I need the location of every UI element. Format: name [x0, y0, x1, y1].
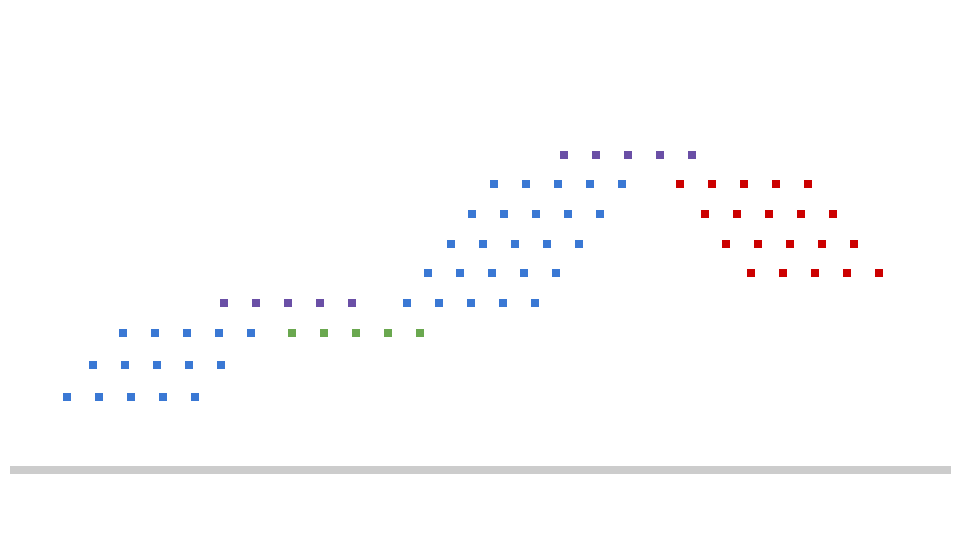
red-dot [740, 180, 748, 188]
blue-dot [191, 393, 199, 401]
blue-dot [499, 299, 507, 307]
row-blue-7 [468, 210, 604, 218]
blue-dot [511, 240, 519, 248]
blue-dot [552, 269, 560, 277]
blue-dot [467, 299, 475, 307]
blue-dot [468, 210, 476, 218]
red-dot [875, 269, 883, 277]
blue-dot [121, 361, 129, 369]
green-dot [288, 329, 296, 337]
purple-dot [348, 299, 356, 307]
green-dot [320, 329, 328, 337]
blue-dot [95, 393, 103, 401]
green-dot [384, 329, 392, 337]
red-dot [708, 180, 716, 188]
blue-dot [151, 329, 159, 337]
blue-dot [532, 210, 540, 218]
blue-dot [447, 240, 455, 248]
row-green-1 [288, 329, 424, 337]
red-dot [818, 240, 826, 248]
blue-dot [490, 180, 498, 188]
blue-dot [522, 180, 530, 188]
red-dot [733, 210, 741, 218]
green-dot [416, 329, 424, 337]
red-dot [797, 210, 805, 218]
red-dot [676, 180, 684, 188]
purple-dot [592, 151, 600, 159]
purple-dot [560, 151, 568, 159]
purple-dot [220, 299, 228, 307]
blue-dot [215, 329, 223, 337]
blue-dot [153, 361, 161, 369]
blue-dot [554, 180, 562, 188]
blue-dot [435, 299, 443, 307]
blue-dot [479, 240, 487, 248]
blue-dot [564, 210, 572, 218]
red-dot [772, 180, 780, 188]
red-dot [754, 240, 762, 248]
blue-dot [89, 361, 97, 369]
purple-dot [624, 151, 632, 159]
red-dot [804, 180, 812, 188]
red-dot [843, 269, 851, 277]
blue-dot [500, 210, 508, 218]
ground-line [10, 466, 951, 474]
blue-dot [488, 269, 496, 277]
row-red-4 [747, 269, 883, 277]
row-blue-2 [89, 361, 225, 369]
row-red-1 [676, 180, 812, 188]
row-red-3 [722, 240, 858, 248]
blue-dot [119, 329, 127, 337]
blue-dot [618, 180, 626, 188]
red-dot [850, 240, 858, 248]
row-blue-4 [403, 299, 539, 307]
red-dot [779, 269, 787, 277]
blue-dot [456, 269, 464, 277]
row-blue-8 [490, 180, 626, 188]
purple-dot [252, 299, 260, 307]
row-blue-1 [63, 393, 199, 401]
row-purple-1 [220, 299, 356, 307]
blue-dot [596, 210, 604, 218]
blue-dot [424, 269, 432, 277]
blue-dot [217, 361, 225, 369]
blue-dot [127, 393, 135, 401]
red-dot [786, 240, 794, 248]
row-blue-6 [447, 240, 583, 248]
row-red-2 [701, 210, 837, 218]
green-dot [352, 329, 360, 337]
row-blue-5 [424, 269, 560, 277]
red-dot [747, 269, 755, 277]
red-dot [829, 210, 837, 218]
row-purple-2 [560, 151, 696, 159]
blue-dot [159, 393, 167, 401]
purple-dot [316, 299, 324, 307]
blue-dot [185, 361, 193, 369]
blue-dot [531, 299, 539, 307]
red-dot [701, 210, 709, 218]
blue-dot [183, 329, 191, 337]
row-blue-3 [119, 329, 255, 337]
red-dot [722, 240, 730, 248]
purple-dot [284, 299, 292, 307]
blue-dot [520, 269, 528, 277]
blue-dot [403, 299, 411, 307]
blue-dot [63, 393, 71, 401]
purple-dot [656, 151, 664, 159]
blue-dot [247, 329, 255, 337]
purple-dot [688, 151, 696, 159]
blue-dot [586, 180, 594, 188]
blue-dot [543, 240, 551, 248]
dot-rows [63, 151, 883, 401]
red-dot [811, 269, 819, 277]
blue-dot [575, 240, 583, 248]
red-dot [765, 210, 773, 218]
